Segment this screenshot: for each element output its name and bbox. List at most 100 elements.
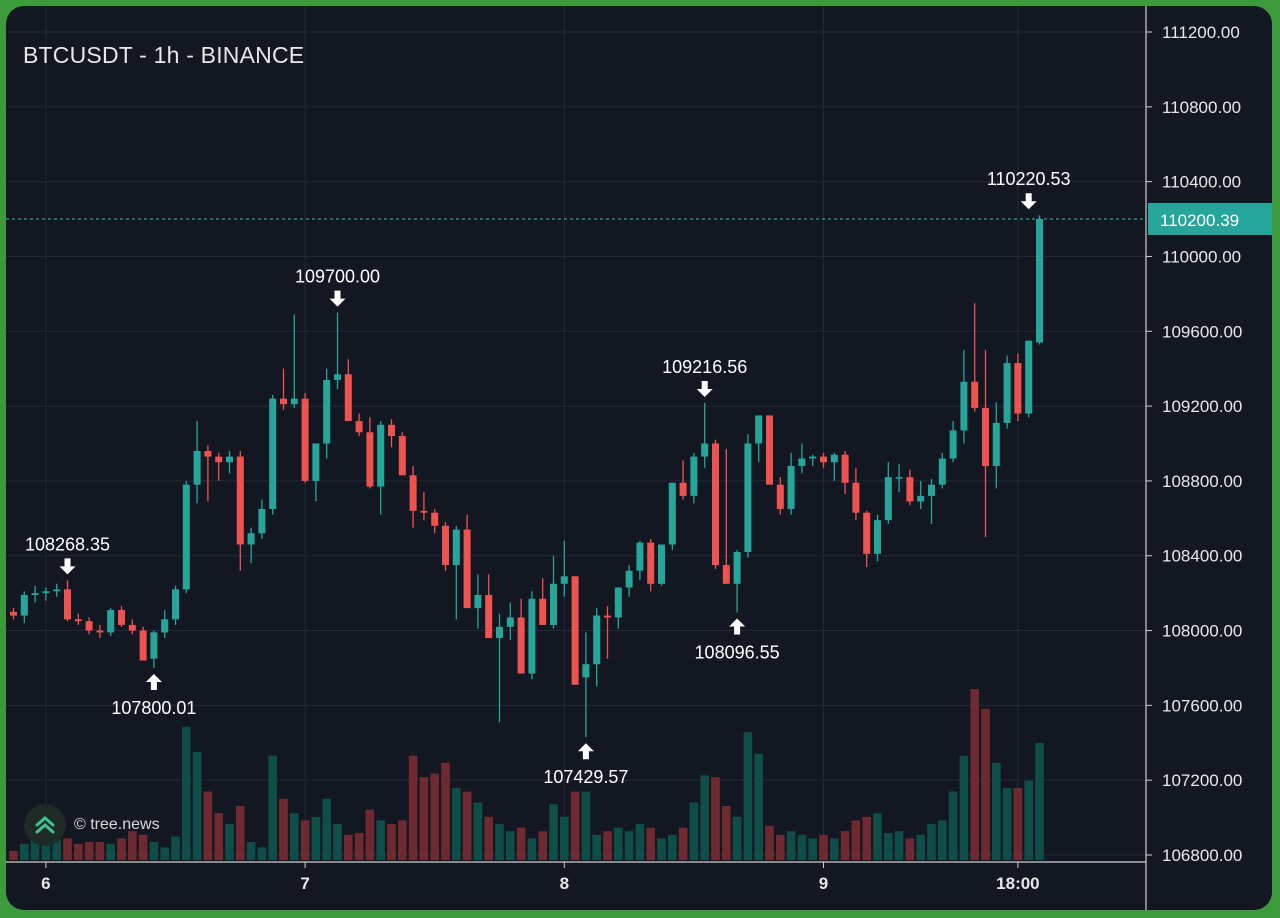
volume-bar	[862, 816, 871, 860]
candle-body	[625, 570, 633, 588]
volume-bar	[95, 842, 105, 860]
candle-body	[917, 495, 925, 502]
candle-body	[884, 477, 892, 521]
x-tick-label: 7	[300, 874, 309, 893]
candle-body	[874, 520, 881, 554]
volume-bar	[182, 726, 191, 860]
y-tick-label: 107200.00	[1162, 771, 1242, 790]
high-marker: 108268.35	[25, 534, 110, 575]
candle-body	[928, 484, 935, 496]
candle-body	[1025, 340, 1033, 414]
volume-bar	[203, 791, 213, 860]
volume-bar	[279, 798, 288, 860]
volume-bar	[516, 827, 526, 860]
candle-body	[193, 450, 201, 485]
candle-body	[539, 598, 547, 625]
candle-body	[1003, 363, 1011, 423]
y-tick-label: 106800.00	[1162, 846, 1242, 865]
candle-body	[636, 542, 644, 571]
annotation-label: 109216.56	[662, 357, 747, 377]
volume-bar	[171, 836, 180, 860]
volume-bar	[408, 755, 418, 860]
brand-text: © tree.news	[74, 816, 160, 833]
candle-body	[474, 595, 482, 609]
volume-bar	[992, 762, 1001, 860]
volume-bar	[354, 833, 364, 860]
candle-body	[690, 456, 698, 496]
candle-body	[236, 456, 244, 545]
y-tick-label: 110000.00	[1162, 247, 1241, 266]
volume-bar	[592, 834, 601, 860]
volume-bar	[754, 753, 763, 860]
volume-bar	[214, 813, 223, 860]
candle-body	[409, 475, 417, 511]
volume-bar	[311, 816, 321, 860]
y-tick-label: 110800.00	[1162, 98, 1241, 117]
volume-bar	[106, 843, 115, 860]
candle-body	[312, 443, 320, 481]
candle-body	[182, 484, 190, 590]
arrow-down-icon	[696, 380, 713, 397]
volume-bar	[765, 825, 774, 860]
candle-body	[20, 595, 28, 616]
candle-body	[118, 609, 125, 625]
volume-bar	[678, 827, 688, 860]
candle-body	[334, 374, 341, 380]
volume-bar	[117, 838, 126, 860]
candle-body	[485, 595, 493, 639]
candle-body	[107, 609, 115, 633]
volume-bar	[776, 834, 785, 860]
last-price-badge	[1148, 202, 1272, 235]
candle-body	[139, 630, 147, 661]
volume-bar	[603, 831, 612, 860]
candle-body	[172, 589, 179, 620]
candle-body	[809, 456, 817, 459]
chart-frame: 111200.00 110800.00 110400.00 110000.00 1096…	[6, 6, 1272, 910]
candle-body	[452, 529, 460, 566]
volume-bar	[138, 834, 148, 860]
volume-bar	[905, 838, 915, 860]
volume-bar	[290, 813, 299, 860]
y-tick-label: 109600.00	[1162, 322, 1242, 341]
candle-body	[74, 619, 82, 622]
candle-body	[96, 630, 104, 633]
volume-bar	[819, 834, 828, 860]
candle-body	[258, 508, 266, 534]
high-marker: 110220.53	[987, 169, 1071, 210]
tree-news-logo-icon	[24, 804, 66, 846]
volume-bar	[52, 838, 61, 860]
low-marker: 108096.55	[695, 618, 780, 662]
x-tick-label: 6	[41, 874, 50, 893]
annotation-label: 107429.57	[543, 767, 628, 787]
candle-body	[1036, 218, 1043, 343]
volume-bar	[732, 816, 742, 860]
candle-body	[668, 482, 676, 545]
candle-body	[301, 398, 309, 481]
volume-bar	[225, 824, 234, 860]
high-marker: 109216.56	[662, 357, 747, 397]
volume-bar	[398, 820, 407, 860]
candle-body	[701, 443, 709, 457]
volume-bar	[9, 851, 18, 860]
candle-body	[787, 465, 795, 509]
volume-bar	[700, 775, 709, 860]
candle-body	[755, 415, 763, 444]
volume-bar	[668, 834, 677, 860]
candlestick-chart[interactable]: 111200.00 110800.00 110400.00 110000.00 1096…	[6, 6, 1272, 910]
volume-bar	[484, 816, 493, 860]
arrow-up-icon	[729, 618, 746, 635]
volume-bar	[657, 838, 666, 860]
candle-body	[420, 510, 428, 513]
volume-bar	[570, 791, 580, 860]
volume-bar	[419, 777, 429, 860]
volume-bar	[473, 802, 483, 860]
volume-bar	[948, 791, 958, 860]
annotation-label: 107800.01	[111, 698, 196, 718]
x-tick-label: 18:00	[996, 874, 1039, 893]
volume-bar	[808, 838, 817, 860]
volume-bar	[830, 838, 839, 860]
volume-bar	[74, 843, 83, 860]
annotation-label: 110220.53	[987, 169, 1071, 189]
last-price-label: 110200.39	[1160, 211, 1239, 230]
candle-body	[658, 544, 665, 584]
